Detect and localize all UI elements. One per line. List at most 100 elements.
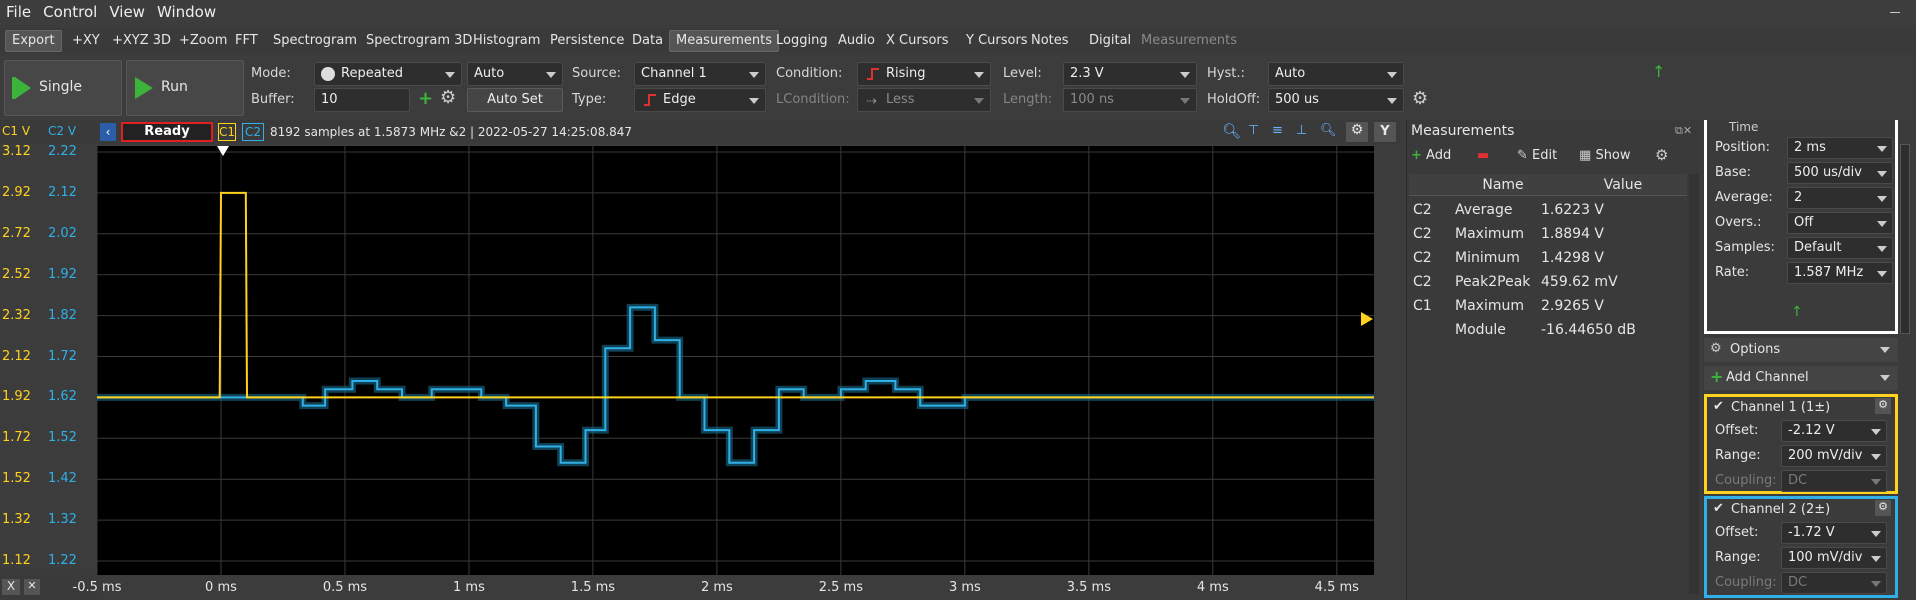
mode-auto-select[interactable]: Auto xyxy=(467,62,563,86)
close-icon[interactable]: ✕ xyxy=(24,579,40,595)
measurement-value: 1.4298 V xyxy=(1541,250,1605,266)
collapse-left-icon[interactable]: ‹ xyxy=(100,123,116,141)
single-button[interactable]: Single xyxy=(4,60,122,116)
tab-digital[interactable]: Digital xyxy=(1089,33,1132,48)
measurement-row[interactable]: C2 Peak2Peak 459.62 mV xyxy=(1411,270,1687,294)
holdoff-input[interactable]: 500 us xyxy=(1268,88,1404,112)
measurement-row[interactable]: C2 Minimum 1.4298 V xyxy=(1411,246,1687,270)
table-icon: ▦ xyxy=(1579,148,1592,163)
ch1-coupling-select[interactable]: DC xyxy=(1781,470,1887,492)
run-button[interactable]: Run xyxy=(126,60,244,116)
align-middle-icon[interactable]: ≡ xyxy=(1272,123,1283,138)
tab-logging[interactable]: Logging xyxy=(776,33,828,48)
condition-value: Rising xyxy=(886,66,926,81)
overs-select[interactable]: Off xyxy=(1787,212,1893,234)
base-select[interactable]: 500 us/div xyxy=(1787,162,1893,184)
minimize-icon[interactable] xyxy=(1890,12,1900,13)
measurement-row[interactable]: C1 Maximum 2.9265 V xyxy=(1411,294,1687,318)
scope-gear-icon[interactable]: ⚙ xyxy=(1346,122,1368,142)
length-input[interactable]: 100 ns xyxy=(1063,88,1197,112)
rate-up-icon[interactable]: ↑ xyxy=(1791,304,1803,320)
type-select[interactable]: Edge xyxy=(634,88,766,112)
remove-measurement-icon[interactable]: ▬ xyxy=(1477,148,1490,163)
holdoff-gear-icon[interactable]: ⚙ xyxy=(1412,88,1429,109)
settings-scrollbar[interactable] xyxy=(1900,144,1910,334)
panel-undock-icon[interactable]: ⧉✕ xyxy=(1675,124,1693,137)
channel-2-checkbox[interactable]: ✔ xyxy=(1713,501,1724,516)
hyst-select[interactable]: Auto xyxy=(1268,62,1404,86)
tab-spectrogram-3d[interactable]: Spectrogram 3D xyxy=(366,33,473,48)
ch2-coupling-select[interactable]: DC xyxy=(1781,572,1887,594)
measurements-scrollbar[interactable] xyxy=(1689,174,1699,594)
overs-label: Overs.: xyxy=(1715,215,1762,230)
y-axis-toggle[interactable]: Y xyxy=(1374,122,1396,142)
rate-select[interactable]: 1.587 MHz xyxy=(1787,262,1893,284)
samples-select[interactable]: Default xyxy=(1787,237,1893,259)
position-input[interactable]: 2 ms xyxy=(1787,137,1893,159)
ch1-offset-input[interactable]: -2.12 V xyxy=(1781,420,1887,442)
condition-select[interactable]: Rising xyxy=(857,62,991,86)
scope-plot[interactable] xyxy=(97,146,1374,575)
tab-spectrogram[interactable]: Spectrogram xyxy=(273,33,357,48)
x-axis-toggle[interactable]: X xyxy=(2,579,20,595)
menu-control[interactable]: Control xyxy=(43,3,98,21)
c2-trace xyxy=(97,306,1374,464)
arrow-up-icon[interactable]: ↑ xyxy=(1652,62,1666,81)
measurement-value: 1.6223 V xyxy=(1541,202,1605,218)
zoom-icon[interactable]: 🔍︎ xyxy=(1222,122,1242,140)
average-select[interactable]: 2 xyxy=(1787,187,1893,209)
measurement-row[interactable]: C2 Average 1.6223 V xyxy=(1411,198,1687,222)
measurement-row[interactable]: C2 Maximum 1.8894 V xyxy=(1411,222,1687,246)
align-bottom-icon[interactable]: ⊥ xyxy=(1296,123,1308,138)
x-tick-label: 0.5 ms xyxy=(322,580,368,595)
measurement-name: Average xyxy=(1455,202,1513,218)
holdoff-value: 500 us xyxy=(1275,92,1319,107)
tab-measurements[interactable]: Measurements xyxy=(669,30,780,52)
tab-persistence[interactable]: Persistence xyxy=(550,33,625,48)
tab-histogram[interactable]: Histogram xyxy=(473,33,541,48)
zoom-out-icon[interactable]: 🔍︎ xyxy=(1320,123,1337,138)
tab-xyz-3d[interactable]: +XYZ 3D xyxy=(112,33,172,48)
time-settings-group: Time Position: 2 ms Base: 500 us/div Ave… xyxy=(1704,120,1898,334)
source-select[interactable]: Channel 1 xyxy=(634,62,766,86)
buffer-spinbox[interactable]: 10 xyxy=(314,88,410,112)
menu-window[interactable]: Window xyxy=(156,3,217,21)
measurement-row[interactable]: Module -16.44650 dB xyxy=(1411,318,1687,342)
gear-icon[interactable]: ⚙ xyxy=(440,87,457,108)
options-row[interactable]: ⚙ Options xyxy=(1704,338,1898,362)
tab-data[interactable]: Data xyxy=(632,33,664,48)
tab-fft[interactable]: FFT xyxy=(235,33,258,48)
channel-2-gear-icon[interactable]: ⚙ xyxy=(1875,500,1891,516)
channel-1-checkbox[interactable]: ✔ xyxy=(1713,399,1724,414)
mode-select[interactable]: Repeated xyxy=(314,62,462,86)
show-measurement-button[interactable]: ▦ Show xyxy=(1579,148,1631,163)
c2-tick-label: 1.22 xyxy=(48,553,77,568)
auto-set-button[interactable]: Auto Set xyxy=(467,88,563,112)
window-controls[interactable] xyxy=(1890,6,1906,18)
add-icon[interactable]: + xyxy=(418,88,434,109)
level-input[interactable]: 2.3 V xyxy=(1063,62,1197,86)
add-measurement-button[interactable]: + Add xyxy=(1411,148,1452,163)
ch2-offset-label: Offset: xyxy=(1715,525,1759,540)
menu-file[interactable]: File xyxy=(6,3,32,21)
menu-view[interactable]: View xyxy=(109,3,145,21)
tab-zoom[interactable]: +Zoom xyxy=(179,33,228,48)
ch2-offset-input[interactable]: -1.72 V xyxy=(1781,522,1887,544)
tab-xy[interactable]: +XY xyxy=(72,33,100,48)
ch1-tag[interactable]: C1 xyxy=(218,123,236,141)
lcondition-select[interactable]: ⇢ Less xyxy=(857,88,991,112)
tab-y-cursors[interactable]: Y Cursors xyxy=(966,33,1028,48)
tab-export[interactable]: Export xyxy=(5,30,62,52)
tab-x-cursors[interactable]: X Cursors xyxy=(886,33,949,48)
ch1-range-select[interactable]: 200 mV/div xyxy=(1781,445,1887,467)
align-top-icon[interactable]: ⊤ xyxy=(1248,123,1260,138)
edit-measurement-button[interactable]: ✎ Edit xyxy=(1517,148,1558,163)
ch2-tag[interactable]: C2 xyxy=(242,123,264,141)
tab-audio[interactable]: Audio xyxy=(838,33,875,48)
measurements-gear-icon[interactable]: ⚙ xyxy=(1655,146,1669,164)
holdoff-label: HoldOff: xyxy=(1207,92,1261,107)
ch2-range-select[interactable]: 100 mV/div xyxy=(1781,547,1887,569)
tab-notes[interactable]: Notes xyxy=(1031,33,1069,48)
add-channel-button[interactable]: + Add Channel xyxy=(1704,366,1898,390)
channel-1-gear-icon[interactable]: ⚙ xyxy=(1875,398,1891,414)
